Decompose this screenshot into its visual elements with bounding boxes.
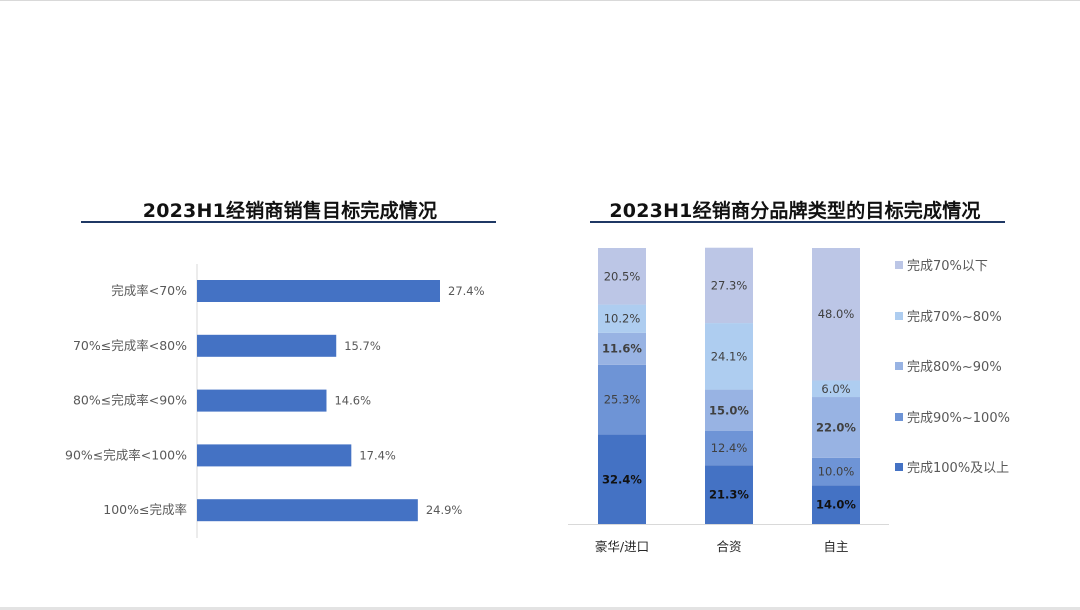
stack-segment xyxy=(812,457,860,486)
data-label: 48.0% xyxy=(818,307,855,321)
data-label: 24.9% xyxy=(426,503,463,517)
legend-swatch xyxy=(895,312,903,320)
data-label: 20.5% xyxy=(604,269,641,283)
data-label: 21.3% xyxy=(709,488,749,502)
stack-segment xyxy=(812,380,860,398)
category-label: 自主 xyxy=(823,539,848,554)
category-label: 90%≤完成率<100% xyxy=(65,447,187,462)
legend-swatch xyxy=(895,413,903,421)
bar xyxy=(197,444,352,467)
category-label: 完成率<70% xyxy=(111,283,187,298)
stack-segment xyxy=(598,434,646,524)
data-label: 25.3% xyxy=(604,393,641,407)
data-label: 27.3% xyxy=(711,278,748,292)
legend-swatch xyxy=(895,362,903,370)
slide-bottom-border xyxy=(0,607,1080,610)
data-label: 14.6% xyxy=(334,394,371,408)
legend-item: 完成100%及以上 xyxy=(907,461,1009,476)
stack-segment xyxy=(598,364,646,435)
category-label: 70%≤完成率<80% xyxy=(73,338,187,353)
stack-segment xyxy=(705,323,753,390)
data-label: 22.0% xyxy=(816,420,856,434)
stack-segment xyxy=(812,485,860,524)
stack-segment xyxy=(812,248,860,381)
right-chart-title: 2023H1经销商分品牌类型的目标完成情况 xyxy=(609,200,981,222)
legend-item: 完成90%~100% xyxy=(907,411,1010,426)
legend-item: 完成70%以下 xyxy=(907,259,988,274)
stack-segment xyxy=(705,465,753,524)
data-label: 10.0% xyxy=(818,465,855,479)
stack-segment xyxy=(705,247,753,324)
stack-segment xyxy=(705,389,753,431)
category-label: 100%≤完成率 xyxy=(103,502,187,517)
data-label: 14.0% xyxy=(816,498,856,512)
bar xyxy=(197,389,327,412)
legend-item: 完成80%~90% xyxy=(907,360,1002,375)
data-label: 15.7% xyxy=(344,339,381,353)
stack-segment xyxy=(598,332,646,365)
bar xyxy=(197,499,418,522)
data-label: 15.0% xyxy=(709,403,749,417)
bar xyxy=(197,280,440,302)
category-label: 合资 xyxy=(716,539,741,554)
legend-item: 完成70%~80% xyxy=(907,310,1002,325)
left-title-underline xyxy=(81,221,496,223)
bar xyxy=(197,334,337,357)
stack-segment xyxy=(705,430,753,466)
data-label: 27.4% xyxy=(448,284,485,298)
stack-segment xyxy=(812,397,860,458)
stack-segment xyxy=(598,248,646,305)
data-label: 24.1% xyxy=(711,349,748,363)
right-title-underline xyxy=(590,221,1005,223)
data-label: 11.6% xyxy=(602,342,642,356)
data-label: 6.0% xyxy=(821,382,850,396)
category-label: 豪华/进口 xyxy=(595,539,649,554)
data-label: 12.4% xyxy=(711,441,748,455)
data-label: 32.4% xyxy=(602,472,642,486)
legend-swatch xyxy=(895,261,903,269)
data-label: 17.4% xyxy=(359,448,396,462)
category-label: 80%≤完成率<90% xyxy=(73,393,187,408)
left-chart-title: 2023H1经销商销售目标完成情况 xyxy=(142,200,438,222)
stack-segment xyxy=(598,304,646,333)
slide-top-border xyxy=(0,0,1080,1)
legend-swatch xyxy=(895,463,903,471)
data-label: 10.2% xyxy=(604,312,641,326)
